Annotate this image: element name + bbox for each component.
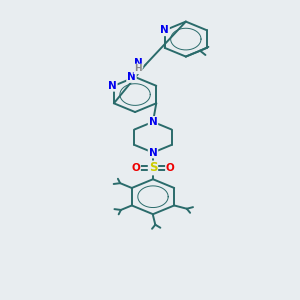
Text: N: N	[160, 25, 169, 35]
Text: H: H	[134, 64, 142, 74]
Text: O: O	[131, 163, 140, 173]
Text: N: N	[127, 72, 136, 82]
Text: O: O	[166, 163, 175, 173]
Text: N: N	[148, 148, 158, 158]
Text: N: N	[134, 58, 142, 68]
Text: N: N	[108, 81, 117, 91]
Text: S: S	[149, 161, 157, 174]
Text: N: N	[148, 117, 158, 127]
